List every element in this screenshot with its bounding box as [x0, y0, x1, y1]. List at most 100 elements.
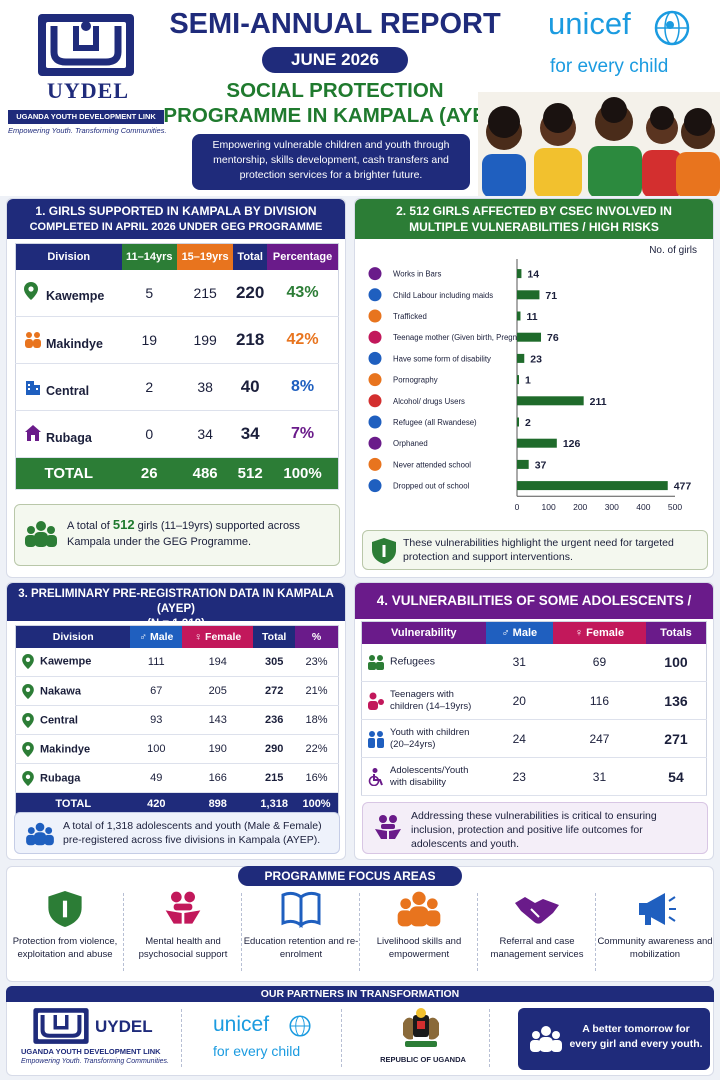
focus-areas-title: PROGRAMME FOCUS AREAS	[238, 866, 462, 886]
programme-title: SOCIAL PROTECTION PROGRAMME IN KAMPALA (…	[163, 79, 507, 127]
col-male: ♂ Male	[485, 621, 554, 644]
x-tick-label: 100	[542, 502, 556, 512]
col-total: Total	[233, 243, 268, 270]
refugee-icon	[368, 415, 382, 429]
unicef-globe-icon	[654, 10, 690, 46]
total-11-14: 26	[121, 457, 178, 490]
data-label: 71	[545, 290, 557, 302]
section4-note-text: Addressing these vulnerabilities is crit…	[411, 810, 657, 850]
x-tick-label: 500	[668, 502, 682, 512]
unicef-logo-text: unicef	[548, 6, 631, 41]
uydel-tagline: Empowering Youth. Transforming Communiti…	[8, 126, 167, 135]
table-row: Adolescents/Youth with disability 23 31 …	[361, 757, 707, 796]
division-name: Rubaga	[40, 771, 81, 784]
girls-by-division-table: Division 11–14yrs 15–19yrs Total Percent…	[15, 243, 339, 490]
total-15-19: 486	[177, 457, 234, 490]
cell-11-14: 0	[121, 410, 178, 458]
total-percentage: 100%	[267, 457, 339, 490]
section2-note: These vulnerabilities highlight the urge…	[362, 530, 708, 570]
focus-label: Education retention and re-enrolment	[243, 936, 359, 960]
divider	[477, 893, 478, 971]
cell-female: 247	[553, 719, 646, 758]
data-label: 126	[563, 438, 581, 450]
building-icon	[26, 380, 40, 395]
divider	[241, 893, 242, 971]
cell-total: 272	[253, 676, 296, 706]
section4-title: 4. VULNERABILITIES OF SOME ADOLESCENTS /…	[355, 583, 713, 644]
cell-female: 69	[553, 643, 646, 682]
unicef-slogan: for every child	[550, 56, 669, 77]
cell-total: 40	[233, 363, 268, 411]
category-label: Never attended school	[393, 460, 471, 469]
total-male: 420	[130, 792, 183, 815]
divider	[181, 1009, 182, 1067]
division-name: Makindye	[40, 742, 91, 755]
focus-label: Referral and case management services	[490, 936, 584, 960]
cell-15-19: 34	[177, 410, 234, 458]
cell-total: 215	[253, 763, 296, 793]
report-title: SEMI-ANNUAL REPORT	[169, 8, 501, 40]
location-pin-icon	[22, 741, 34, 757]
location-pin-icon	[22, 712, 34, 728]
divider	[359, 893, 360, 971]
pre-registration-table: Division ♂ Male ♀ Female Total % Kawempe…	[15, 625, 339, 815]
cell-female: 190	[182, 734, 254, 764]
bar	[517, 417, 519, 427]
report-date: JUNE 2026	[262, 47, 408, 73]
x-axis-label: No. of girls	[649, 245, 697, 256]
total-row: TOTAL 26 486 512 100%	[15, 457, 339, 490]
graduation-cap-icon	[368, 457, 382, 471]
division-name: Central	[46, 383, 90, 398]
location-pin-icon	[22, 654, 34, 670]
house-icon	[25, 424, 41, 441]
cell-11-14: 2	[121, 363, 178, 411]
cell-female: 205	[182, 676, 254, 706]
cell-male: 23	[485, 757, 554, 796]
category-label: Works in Bars	[393, 270, 441, 279]
partners-title: OUR PARTNERS IN TRANSFORMATION	[6, 986, 714, 1002]
category-label: Alcohol/ drugs Users	[393, 397, 465, 406]
cell-female: 31	[553, 757, 646, 796]
book-icon	[281, 891, 321, 928]
data-label: 11	[526, 311, 537, 323]
total-label: TOTAL	[15, 457, 122, 490]
megaphone-icon	[639, 893, 676, 925]
location-pin-icon	[22, 770, 34, 786]
camera-icon	[368, 373, 382, 387]
col-female: ♀ Female	[553, 621, 646, 644]
section1-note: A total of 512 girls (11–19yrs) supporte…	[14, 504, 340, 566]
parents-icon	[368, 730, 384, 748]
handshake-icon	[515, 897, 559, 924]
x-tick-label: 300	[605, 502, 619, 512]
group-icon	[397, 891, 441, 927]
section2-title: 2. 512 GIRLS AFFECTED BY CSEC INVOLVED I…	[355, 199, 713, 239]
cell-total: 218	[233, 316, 268, 364]
category-label: Child Labour including maids	[393, 291, 493, 300]
category-label: Teenage mother (Given birth, Pregnant)	[393, 333, 531, 342]
data-label: 37	[535, 459, 547, 471]
csec-vulnerabilities-panel: 2. 512 GIRLS AFFECTED BY CSEC INVOLVED I…	[354, 198, 714, 578]
intro-banner: Empowering vulnerable children and youth…	[192, 134, 470, 190]
cell-15-19: 215	[177, 269, 234, 317]
divider	[341, 1009, 342, 1067]
wheelchair-icon	[368, 767, 383, 786]
section1-header: 1. GIRLS SUPPORTED IN KAMPALA BY DIVISIO…	[7, 199, 345, 239]
cocktail-icon	[368, 267, 382, 281]
section3-title: 3. PRELIMINARY PRE-REGISTRATION DATA IN …	[18, 588, 334, 615]
col-division: Division	[15, 243, 122, 270]
x-tick-label: 200	[573, 502, 587, 512]
closing-text: A better tomorrow for every girl and eve…	[569, 1023, 703, 1050]
focus-item: Protection from violence, exploitation a…	[7, 889, 123, 961]
section3-note: A total of 1,318 adolescents and youth (…	[14, 812, 340, 854]
cell-female: 194	[182, 647, 254, 677]
bar	[517, 459, 529, 469]
shield-icon	[48, 891, 82, 927]
col-vulnerability: Vulnerability	[361, 621, 486, 644]
cell-percentage: 8%	[267, 363, 339, 411]
table-row: Teenagers with children (14–19yrs) 20 11…	[361, 681, 707, 720]
cell-total: 220	[233, 269, 268, 317]
table-header-row: Vulnerability ♂ Male ♀ Female Totals	[361, 621, 707, 644]
cell-15-19: 38	[177, 363, 234, 411]
focus-item: Education retention and re-enrolment	[243, 889, 359, 961]
focus-item: Livelihood skills and empowerment	[361, 889, 477, 961]
